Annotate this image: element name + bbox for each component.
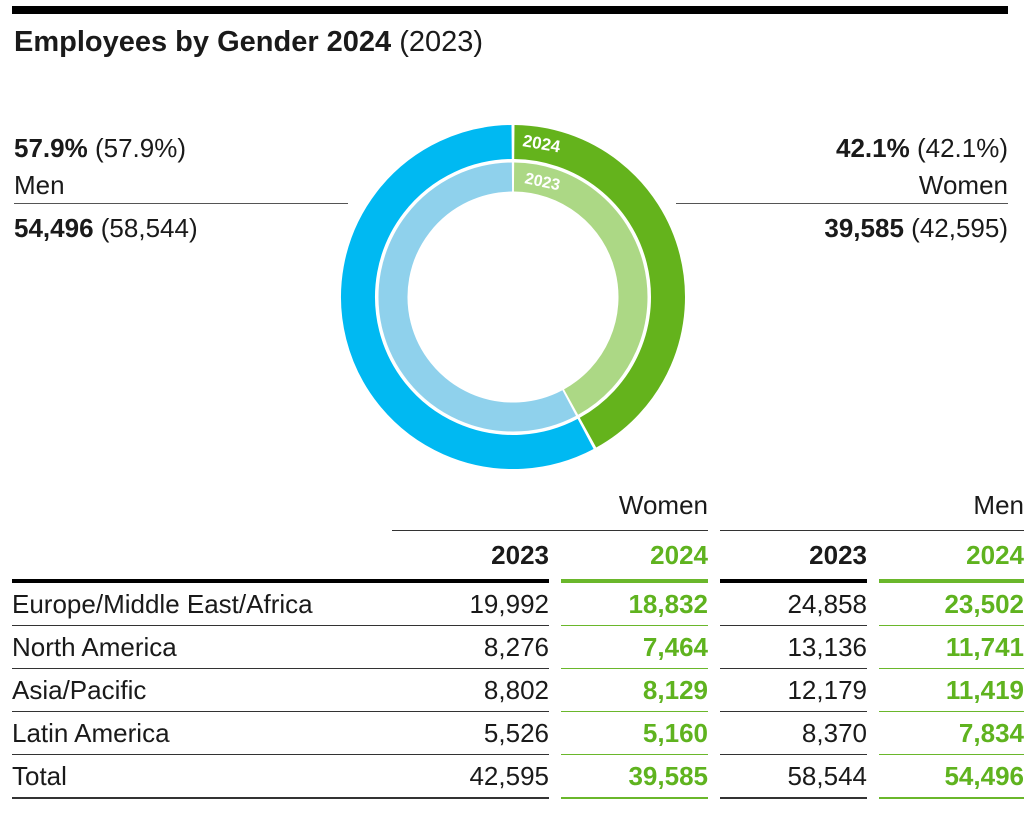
column-gap (549, 626, 561, 669)
cell-men-2024: 23,502 (879, 583, 1024, 626)
row-label: North America (12, 626, 392, 669)
donut-slice-women-2024 (514, 125, 685, 448)
cell-men-2024: 54,496 (879, 755, 1024, 799)
men-count-2023: (58,544) (100, 213, 198, 243)
cell-men-2023: 12,179 (720, 669, 867, 712)
cell-women-2023: 19,992 (392, 583, 549, 626)
cell-men-2024: 7,834 (879, 712, 1024, 755)
women-count-2024: 39,585 (824, 213, 904, 243)
title-previous-year: (2023) (399, 26, 484, 58)
row-label: Total (12, 755, 392, 799)
women-pct-2024: 42.1% (835, 133, 910, 163)
cell-women-2023: 42,595 (392, 755, 549, 799)
table-row: Latin America 5,526 5,160 8,370 7,834 (12, 712, 1024, 755)
column-gap (708, 626, 720, 669)
donut-slice-men-2023 (378, 162, 576, 432)
cell-men-2023: 58,544 (720, 755, 867, 799)
col-men-2024: 2024 (879, 531, 1024, 583)
cell-women-2024: 39,585 (561, 755, 708, 799)
women-pct-2023: (42.1%) (916, 133, 1008, 163)
cell-men-2023: 8,370 (720, 712, 867, 755)
cell-women-2023: 8,802 (392, 669, 549, 712)
column-gap (549, 712, 561, 755)
men-pct-2024: 57.9% (14, 133, 88, 163)
table-row: North America 8,276 7,464 13,136 11,741 (12, 626, 1024, 669)
men-pct-2023: (57.9%) (94, 133, 187, 163)
column-gap (549, 669, 561, 712)
women-label: Women (918, 170, 1008, 200)
column-gap (867, 626, 879, 669)
women-count-2023: (42,595) (911, 213, 1008, 243)
column-gap (708, 755, 720, 799)
row-label: Europe/Middle East/Africa (12, 583, 392, 626)
cell-men-2023: 24,858 (720, 583, 867, 626)
col-women-2023: 2023 (392, 531, 549, 583)
donut-slice-women-2023 (513, 162, 648, 415)
men-count: 54,496 (58,544) (14, 213, 198, 244)
table-row: Asia/Pacific 8,802 8,129 12,179 11,419 (12, 669, 1024, 712)
column-gap (549, 755, 561, 799)
row-label: Latin America (12, 712, 392, 755)
row-label: Asia/Pacific (12, 669, 392, 712)
cell-women-2024: 8,129 (561, 669, 708, 712)
women-percentage: 42.1% (42.1%) (836, 133, 1008, 164)
cell-men-2024: 11,741 (879, 626, 1024, 669)
women-count: 39,585 (42,595) (824, 213, 1008, 244)
col-men-2023: 2023 (720, 531, 867, 583)
women-divider (676, 203, 1008, 204)
title-main: Employees by Gender 2024 (14, 26, 392, 58)
group-header-women: Women (392, 490, 708, 531)
column-gap (867, 669, 879, 712)
column-gap (867, 712, 879, 755)
men-label: Men (14, 170, 65, 200)
column-gap (867, 583, 879, 626)
cell-men-2023: 13,136 (720, 626, 867, 669)
donut-rings (341, 125, 685, 469)
cell-women-2024: 5,160 (561, 712, 708, 755)
gender-donut-chart: 2024 2023 (341, 125, 685, 469)
donut-slice-men-2024 (341, 125, 594, 469)
top-rule (12, 6, 1008, 14)
group-header-men: Men (720, 490, 1024, 531)
table-row: Total 42,595 39,585 58,544 54,496 (12, 755, 1024, 799)
cell-men-2024: 11,419 (879, 669, 1024, 712)
column-gap (708, 712, 720, 755)
column-gap (708, 669, 720, 712)
men-percentage: 57.9% (57.9%) (14, 133, 186, 164)
cell-women-2023: 8,276 (392, 626, 549, 669)
chart-title: Employees by Gender 2024 (2023) (14, 26, 483, 59)
column-gap (549, 583, 561, 626)
table-row: Europe/Middle East/Africa 19,992 18,832 24,… (12, 583, 1024, 626)
column-gap (867, 755, 879, 799)
table-body: Europe/Middle East/Africa 19,992 18,832 24,… (12, 583, 1024, 799)
column-gap (708, 583, 720, 626)
cell-women-2023: 5,526 (392, 712, 549, 755)
men-count-2024: 54,496 (14, 213, 94, 243)
men-divider (14, 203, 348, 204)
col-women-2024: 2024 (561, 531, 708, 583)
cell-women-2024: 7,464 (561, 626, 708, 669)
regional-table: Women Men 2023 2024 2023 2024 Europe/Mid… (12, 490, 1024, 799)
cell-women-2024: 18,832 (561, 583, 708, 626)
